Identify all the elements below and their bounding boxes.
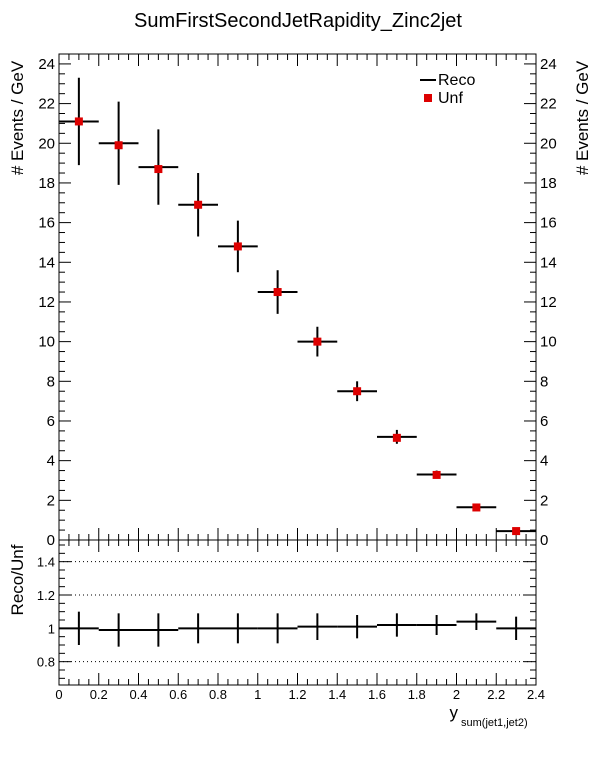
x-axis-label-subscript: sum(jet1,jet2) [461,717,528,729]
y-axis-label-left: # Events / GeV [8,60,27,175]
y-tick-label-right: 12 [540,294,557,311]
unf-marker [114,141,123,150]
unf-marker [353,387,362,396]
unf-marker [233,242,242,251]
y-tick-label-right: 8 [540,373,548,390]
y-tick-label-left: 0 [47,532,55,549]
ratio-panel: 0.8 1 1.2 1.4 0 0.2 0.4 0.6 0.8 1 1.2 1.4 1.6 1.8 2 2.2… [8,539,545,729]
y-tick-label-right: 18 [540,175,557,192]
y-tick-label-left: 20 [38,135,55,152]
unf-marker [472,503,481,512]
ratio-frame [58,539,537,686]
x-tick-label: 0.8 [209,687,227,702]
y-tick-label-right: 22 [540,96,557,113]
legend-unf-marker [424,94,432,102]
x-tick-label: 1 [254,687,261,702]
y-axis-label-right: # Events / GeV [573,60,592,175]
y-tick-label-left: 14 [38,254,55,271]
y-tick-label-left: 16 [38,215,55,232]
main-frame [58,53,537,541]
x-tick-label: 1.2 [288,687,306,702]
ratio-y-tick-label: 1.2 [37,588,55,603]
y-tick-label-right: 0 [540,532,548,549]
legend-unf-label: Unf [438,90,463,107]
y-tick-label-right: 10 [540,334,557,351]
y-tick-label-left: 2 [47,492,55,509]
y-tick-label-right: 2 [540,492,548,509]
legend-reco-label: Reco [438,72,475,89]
unf-marker [313,337,322,346]
ratio-y-axis-label: Reco/Unf [8,544,27,615]
unf-marker [512,527,521,536]
y-tick-label-right: 24 [540,56,557,73]
x-tick-label: 1.8 [408,687,426,702]
ratio-y-tick-label: 1.4 [37,555,55,570]
x-tick-label: 1.6 [368,687,386,702]
y-tick-label-right: 20 [540,135,557,152]
y-tick-label-right: 4 [540,453,548,470]
y-tick-label-left: 6 [47,413,55,430]
unf-marker [392,433,401,442]
ratio-y-tick-label: 1 [48,621,55,636]
unf-marker [154,165,163,174]
ratio-y-tick-label: 0.8 [37,655,55,670]
x-tick-label: 2.2 [487,687,505,702]
x-axis-label: y [450,703,459,722]
x-tick-label: 0.4 [129,687,147,702]
y-tick-label-right: 14 [540,254,557,271]
y-tick-label-right: 16 [540,215,557,232]
y-tick-label-left: 4 [47,453,55,470]
unf-marker [432,470,441,479]
x-tick-label: 0.6 [169,687,187,702]
unf-marker [74,117,83,126]
x-tick-label: 0 [55,687,62,702]
y-tick-label-left: 8 [47,373,55,390]
y-tick-label-left: 18 [38,175,55,192]
y-tick-label-left: 10 [38,334,55,351]
unf-marker [194,200,203,209]
chart-title: SumFirstSecondJetRapidity_Zinc2jet [134,10,462,32]
x-tick-label: 2 [453,687,460,702]
y-tick-label-right: 6 [540,413,548,430]
y-tick-label-left: 12 [38,294,55,311]
y-tick-label-left: 24 [38,56,55,73]
unf-marker [273,288,282,297]
x-tick-label: 2.4 [527,687,545,702]
x-tick-label: 1.4 [328,687,346,702]
x-tick-label: 0.2 [90,687,108,702]
y-tick-label-left: 22 [38,96,55,113]
